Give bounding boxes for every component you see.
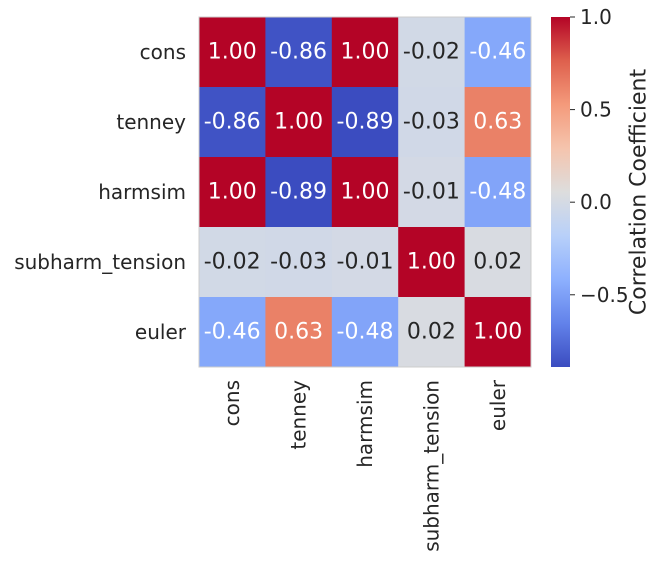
cell-value-label: -0.48: [337, 320, 394, 345]
column-label: cons: [220, 380, 244, 426]
heatmap-cell: [398, 297, 466, 368]
colorbar-tick-label: 1.0: [580, 5, 612, 29]
cell-value-label: 1.00: [473, 320, 522, 345]
cell-value-label: -0.03: [270, 250, 327, 275]
column-label: subharm_tension: [419, 380, 443, 552]
heatmap-cell: [464, 227, 532, 298]
colorbar-tick-label: 0.5: [580, 98, 612, 122]
cell-value-label: -0.46: [204, 320, 261, 345]
cell-value-label: 0.63: [473, 110, 522, 135]
cell-value-label: 0.02: [407, 320, 456, 345]
heatmap-cell: [464, 87, 532, 158]
column-label: harmsim: [353, 380, 377, 468]
heatmap-cell: [265, 17, 333, 88]
heatmap-cell: [199, 227, 266, 298]
cell-value-label: -0.86: [204, 110, 261, 135]
cell-value-label: 0.02: [473, 250, 522, 275]
cell-value-label: 1.00: [208, 40, 257, 65]
row-label: harmsim: [98, 180, 186, 204]
heatmap-cell: [265, 297, 333, 368]
heatmap-cell: [331, 227, 399, 298]
cell-value-label: 1.00: [407, 250, 456, 275]
cell-value-label: -0.89: [337, 110, 394, 135]
heatmap-cell: [398, 157, 466, 228]
cell-value-label: 1.00: [341, 40, 390, 65]
heatmap-cell: [265, 157, 333, 228]
colorbar-tick-label: −0.5: [580, 283, 629, 307]
heatmap-cell: [199, 87, 266, 158]
heatmap-cell: [265, 87, 333, 158]
heatmap-cell: [464, 17, 532, 88]
cell-value-label: -0.89: [270, 180, 327, 205]
column-label: euler: [486, 379, 510, 431]
heatmap-cell: [331, 87, 399, 158]
cell-value-label: -0.03: [403, 110, 460, 135]
cell-value-label: 1.00: [341, 180, 390, 205]
heatmap-cell: [398, 227, 466, 298]
colorbar-label: Correlation Coefficient: [627, 69, 652, 316]
row-label: tenney: [116, 110, 186, 134]
heatmap-cell: [464, 297, 532, 368]
heatmap-cell: [331, 157, 399, 228]
colorbar-tick-label: 0.0: [580, 190, 612, 214]
heatmap-cell: [331, 17, 399, 88]
heatmap-cell: [464, 157, 532, 228]
cell-value-label: -0.48: [469, 180, 526, 205]
cell-value-label: -0.86: [270, 40, 327, 65]
heatmap-cell: [398, 87, 466, 158]
heatmap-cell: [331, 297, 399, 368]
heatmap-cell: [265, 227, 333, 298]
cell-value-label: 0.63: [274, 320, 323, 345]
cell-value-label: -0.01: [337, 250, 394, 275]
column-label: tenney: [287, 380, 311, 450]
cell-value-label: 1.00: [208, 180, 257, 205]
row-label: subharm_tension: [14, 250, 186, 274]
heatmap-cell: [199, 157, 266, 228]
heatmap-cell-labels: 1.00 -0.86 1.00 -0.02 -0.46 -0.86 1.00 -0.89 -0.…: [204, 40, 527, 345]
heatmap-cell: [199, 17, 266, 88]
cell-value-label: -0.02: [403, 40, 460, 65]
row-label: cons: [140, 40, 186, 64]
heatmap-frame: [198, 16, 532, 368]
heatmap-cell: [199, 297, 266, 368]
column-tick-labels: cons tenney harmsim subharm_tension euler: [220, 379, 510, 552]
cell-value-label: -0.46: [469, 40, 526, 65]
heatmap-cells: [199, 17, 532, 368]
heatmap-cell: [398, 17, 466, 88]
row-label: euler: [135, 320, 187, 344]
cell-value-label: 1.00: [274, 110, 323, 135]
colorbar-ticks: 1.0 0.5 0.0 −0.5: [570, 5, 629, 307]
cell-value-label: -0.02: [204, 250, 261, 275]
cell-value-label: -0.01: [403, 180, 460, 205]
colorbar: [551, 17, 570, 367]
